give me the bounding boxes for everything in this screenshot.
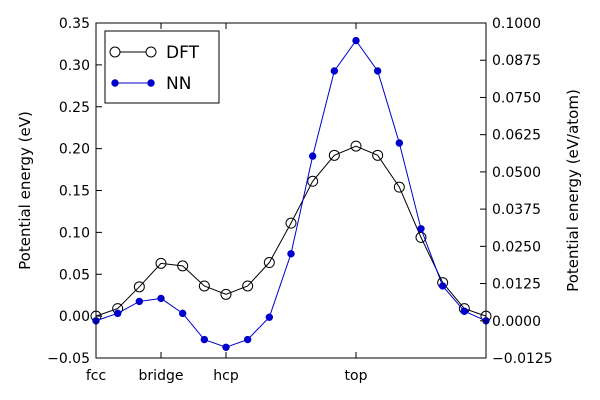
data-point-dft (220, 288, 232, 300)
data-point-nn (330, 67, 339, 75)
data-point-nn (200, 335, 209, 344)
x-tick-label: top (345, 368, 368, 384)
data-point-dft (198, 280, 210, 292)
left-tick-label: 0.30 (59, 58, 90, 74)
data-point-dft (393, 181, 405, 193)
data-point-dft (155, 257, 167, 269)
x-tick-label: bridge (139, 368, 184, 384)
left-tick-label: 0.00 (59, 309, 90, 325)
legend-box (104, 30, 220, 104)
axis-layer: −0.05 0.00 0.05 0.10 0.15 0.20 0.25 0.30 0.35 −0.… (16, 16, 582, 384)
right-tick-label: 0.0000 (492, 314, 541, 330)
y-axis-label-left: Potential energy (eV) (16, 111, 34, 270)
x-tick-label: fcc (86, 368, 106, 384)
right-tick-label: 0.0500 (492, 165, 541, 181)
series-dft (90, 140, 492, 322)
legend-marker-dft (109, 46, 121, 58)
data-point-nn (157, 294, 165, 303)
data-point-dft (372, 149, 384, 161)
data-point-nn (135, 297, 144, 306)
series-layer (90, 36, 492, 351)
data-point-dft (133, 281, 145, 293)
left-tick-label: 0.15 (59, 184, 90, 200)
right-tick-label: 0.0375 (492, 202, 541, 218)
data-point-nn (395, 139, 404, 147)
data-point-nn (265, 313, 274, 321)
data-point-nn (287, 250, 295, 258)
right-tick-label: 0.0875 (492, 53, 541, 69)
data-point-dft (328, 149, 340, 161)
series-line-dft (95, 145, 487, 317)
right-tick-label: 0.1000 (492, 16, 541, 32)
left-tick-label: 0.35 (59, 16, 90, 32)
legend-marker-nn (147, 79, 155, 87)
data-point-dft (285, 217, 297, 229)
left-tick-label: 0.25 (59, 100, 90, 116)
data-point-dft (242, 280, 254, 292)
legend-marker-nn (111, 79, 119, 87)
legend: DFT NN (104, 30, 220, 104)
data-point-nn (178, 309, 187, 318)
right-tick-label: −0.0125 (492, 351, 553, 367)
data-point-dft (263, 257, 275, 269)
right-tick-label: 0.0625 (492, 128, 541, 144)
data-point-nn (222, 343, 230, 351)
y-axis-label-right: Potential energy (eV/atom) (564, 89, 582, 292)
left-tick-label: 0.05 (59, 267, 90, 283)
data-point-nn (417, 225, 425, 233)
legend-label-dft: DFT (166, 43, 200, 63)
data-point-dft (350, 140, 362, 152)
left-tick-label: 0.20 (59, 142, 90, 158)
data-point-nn (113, 309, 122, 318)
right-tick-label: 0.0750 (492, 90, 541, 106)
data-point-nn (373, 67, 382, 75)
data-point-nn (438, 282, 447, 290)
legend-label-nn: NN (166, 74, 191, 94)
data-point-nn (243, 335, 252, 344)
data-point-dft (177, 260, 189, 272)
x-tick-label: hcp (213, 368, 239, 384)
left-tick-label: 0.10 (59, 225, 90, 241)
right-tick-label: 0.0250 (492, 239, 541, 255)
series-nn (92, 36, 490, 351)
data-point-nn (460, 307, 469, 315)
right-tick-label: 0.0125 (492, 277, 541, 293)
data-point-dft (307, 175, 319, 187)
data-point-nn (352, 36, 360, 45)
left-tick-label: −0.05 (47, 351, 90, 367)
legend-marker-dft (145, 46, 157, 58)
data-point-nn (308, 152, 317, 160)
